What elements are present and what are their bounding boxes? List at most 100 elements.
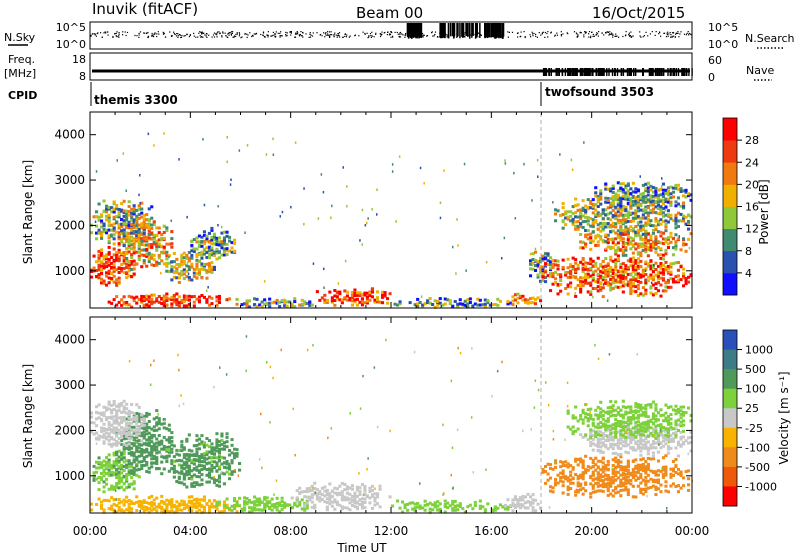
range-gate-cell <box>637 223 639 227</box>
range-gate-cell <box>107 234 111 238</box>
range-gate-cell <box>210 238 214 242</box>
range-gate-cell <box>228 453 232 457</box>
range-gate-cell <box>152 455 156 458</box>
range-gate-cell <box>132 225 136 229</box>
range-gate-cell <box>511 502 515 506</box>
range-gate-cell <box>147 225 151 229</box>
range-gate-cell <box>112 428 116 432</box>
range-gate-cell <box>190 509 194 513</box>
range-gate-cell <box>591 218 595 222</box>
range-gate-cell <box>147 300 151 304</box>
range-gate-cell <box>654 268 658 271</box>
range-gate-cell <box>586 198 590 202</box>
nsky-point <box>157 31 159 33</box>
range-gate-cell <box>579 473 583 477</box>
range-gate-cell <box>579 240 583 244</box>
range-gate-cell <box>551 275 555 279</box>
range-gate-cell <box>210 449 214 453</box>
range-gate-cell <box>621 196 625 200</box>
nsky-point <box>285 33 287 36</box>
range-gate-cell <box>197 502 201 505</box>
range-gate-cell <box>167 440 171 444</box>
range-gate-cell <box>220 240 224 244</box>
range-gate-cell <box>145 501 149 505</box>
range-gate-cell <box>95 424 99 428</box>
range-gate-cell <box>654 287 658 290</box>
range-gate-cell <box>659 276 663 280</box>
nsky-point <box>289 31 292 33</box>
range-gate-cell <box>238 496 242 500</box>
nsky-point <box>671 35 673 37</box>
range-gate-cell <box>145 254 149 258</box>
range-gate-cell <box>187 251 191 254</box>
range-gate-cell <box>569 285 573 289</box>
range-gate-cell <box>631 264 635 268</box>
range-gate-cell <box>170 509 174 513</box>
range-gate-cell <box>653 264 655 267</box>
range-gate-cell <box>155 226 159 230</box>
range-gate-cell <box>446 501 450 505</box>
range-gate-cell <box>355 488 359 492</box>
nsky-point <box>339 36 341 38</box>
range-gate-cell <box>155 416 159 420</box>
range-gate-cell <box>654 200 658 204</box>
range-gate-cell <box>165 254 169 258</box>
range-gate-cell <box>115 303 119 307</box>
nsky-point <box>345 36 348 38</box>
station-title: Inuvik (fitACF) <box>92 0 198 18</box>
range-gate-cell <box>180 255 184 259</box>
range-gate-cell <box>190 249 194 253</box>
range-gate-cell <box>421 303 425 307</box>
nave-point <box>663 68 665 76</box>
nsky-point <box>305 33 307 35</box>
range-gate-cell <box>137 245 141 248</box>
range-gate-cell <box>604 466 608 470</box>
range-gate-cell <box>503 503 507 507</box>
range-gate-cell <box>325 493 329 497</box>
range-gate-cell <box>303 508 307 512</box>
range-gate-cell <box>443 505 447 509</box>
range-gate-cell <box>521 294 525 298</box>
range-gate-cell <box>343 482 347 486</box>
range-gate-cell <box>185 463 189 467</box>
range-gate-cell <box>649 267 653 271</box>
nave-point <box>626 68 629 76</box>
range-gate-cell <box>363 497 367 501</box>
range-gate-cell <box>125 276 129 280</box>
range-gate-cell <box>132 412 136 416</box>
range-gate-cell <box>125 262 129 266</box>
nave-point <box>658 68 660 76</box>
range-gate-cell <box>152 434 156 437</box>
range-gate-cell <box>621 245 625 249</box>
range-gate-cell <box>117 505 121 509</box>
nsky-point <box>431 32 433 34</box>
range-gate-cell <box>386 297 390 301</box>
nsearch-burst <box>416 23 418 36</box>
range-gate-cell <box>641 213 645 217</box>
range-gate-cell <box>187 256 191 260</box>
range-gate-cell <box>360 300 364 304</box>
range-gate-cell <box>175 480 179 483</box>
range-gate-cell <box>579 484 583 488</box>
range-gate-cell <box>571 481 575 485</box>
range-gate-cell <box>586 219 590 223</box>
range-gate-cell <box>200 504 204 508</box>
range-gate-cell <box>554 459 558 463</box>
nsky-point <box>655 31 657 33</box>
range-gate-cell <box>122 242 126 246</box>
range-gate-cell <box>100 268 104 272</box>
nsky-point <box>96 33 98 35</box>
range-gate-cell <box>142 456 146 460</box>
range-gate-cell <box>142 295 146 299</box>
range-gate-cell <box>599 276 603 280</box>
range-gate-cell <box>388 292 392 296</box>
nsky-point <box>590 37 592 39</box>
nsky-point <box>598 31 600 33</box>
range-gate-cell <box>200 482 204 486</box>
range-gate-cell <box>350 294 354 297</box>
range-gate-cell <box>355 506 359 509</box>
nsky-point <box>675 33 677 35</box>
range-gate-cell <box>170 295 174 299</box>
range-gate-cell <box>649 211 653 215</box>
range-gate-cell <box>132 436 136 440</box>
